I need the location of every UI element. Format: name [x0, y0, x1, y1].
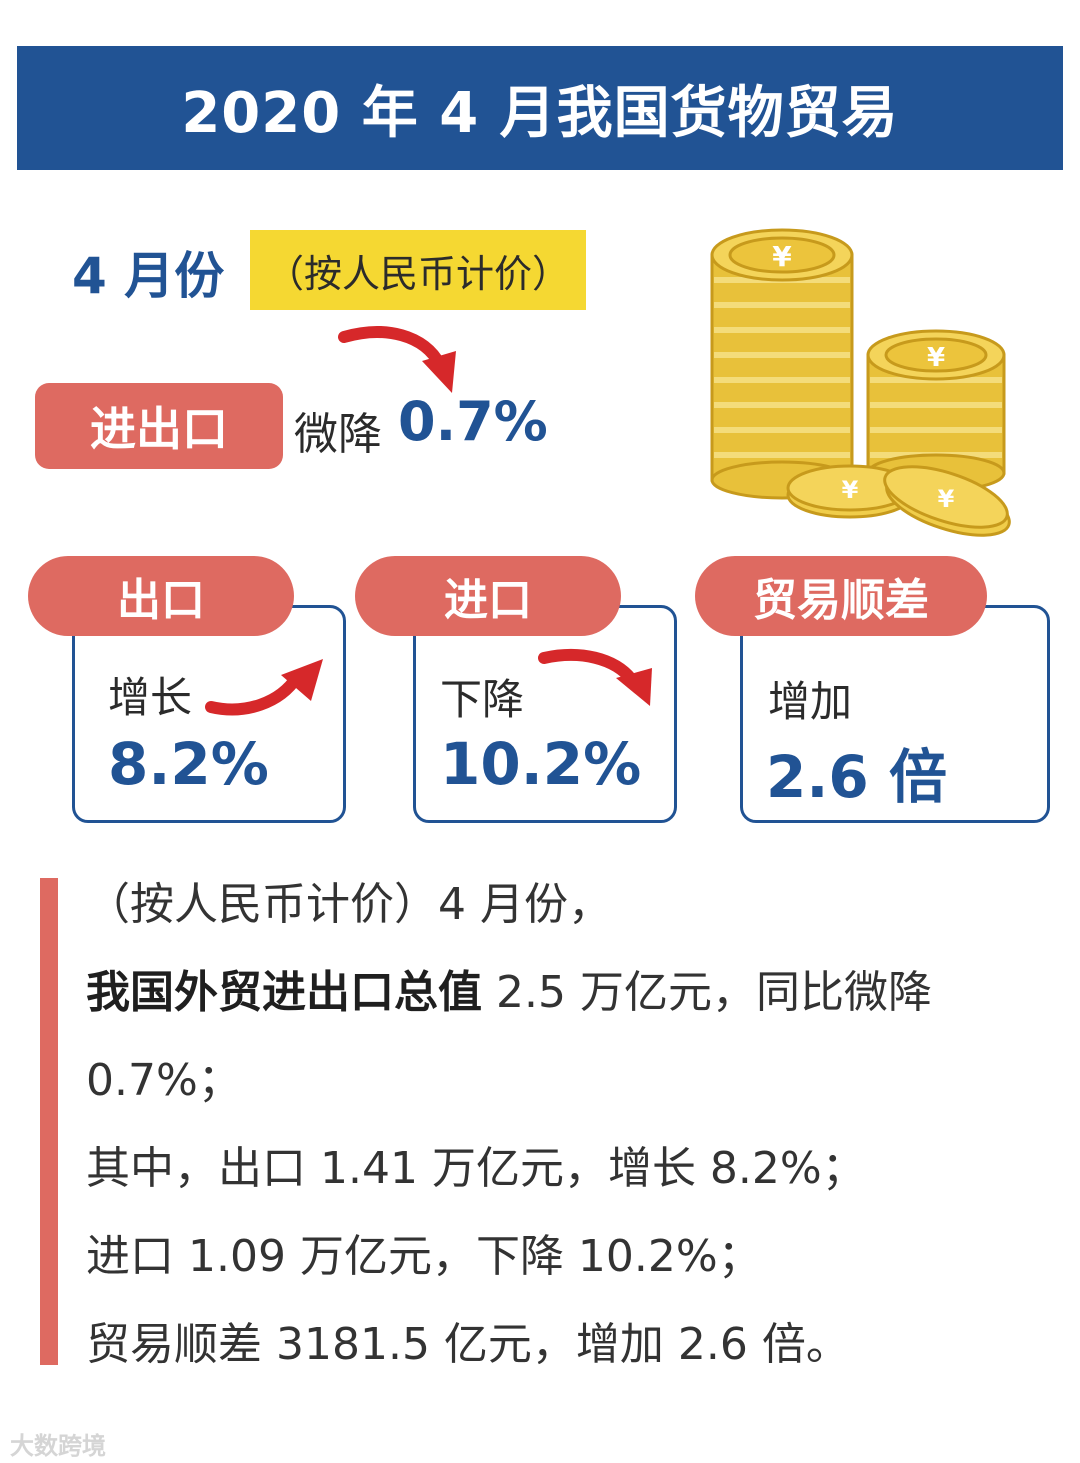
pricing-note: （按人民币计价） [250, 230, 586, 310]
svg-text:¥: ¥ [927, 343, 945, 373]
summary-line: 我国外贸进出口总值 2.5 万亿元，同比微降 [86, 963, 1056, 1051]
export-card-value: 8.2% [108, 730, 269, 798]
summary-text: （按人民币计价）4 月份， 我国外贸进出口总值 2.5 万亿元，同比微降 0.7… [86, 875, 1056, 1403]
quote-bar [40, 878, 58, 1365]
surplus-card [740, 605, 1050, 823]
summary-line: 0.7%； [86, 1055, 242, 1106]
coin-stack-icon: ¥ ¥ ¥ ¥ [710, 228, 1011, 537]
summary-line: 其中，出口 1.41 万亿元，增长 8.2%； [86, 1143, 866, 1194]
surplus-card-verb: 增加 [768, 677, 853, 726]
arrow-up-icon [205, 659, 323, 716]
surplus-card-value: 2.6 倍 [766, 743, 947, 811]
export-card-verb: 增长 [108, 673, 193, 722]
import-card-label: 进口 [355, 556, 621, 636]
summary-span: 2.5 万亿元，同比微降 [482, 967, 932, 1018]
export-card-label: 出口 [28, 556, 294, 636]
summary-line: 贸易顺差 3181.5 亿元，增加 2.6 倍。 [86, 1319, 850, 1370]
import-card-verb: 下降 [440, 675, 525, 724]
total-trade-verb: 微降 [294, 409, 382, 460]
summary-line: （按人民币计价）4 月份， [86, 879, 612, 930]
arrow-down-icon [538, 648, 652, 706]
month-label: 4 月份 [72, 247, 225, 305]
total-trade-value: 0.7% [398, 390, 548, 453]
surplus-card-label: 贸易顺差 [695, 556, 987, 636]
svg-text:¥: ¥ [842, 476, 859, 504]
svg-text:¥: ¥ [938, 485, 955, 513]
arrow-down-icon [338, 326, 456, 393]
summary-line: 进口 1.09 万亿元，下降 10.2%； [86, 1231, 762, 1282]
watermark: 大数跨境 [10, 1432, 106, 1460]
import-card [413, 605, 677, 823]
export-card [72, 605, 346, 823]
import-card-value: 10.2% [440, 730, 642, 798]
summary-bold: 我国外贸进出口总值 [86, 967, 482, 1018]
total-trade-label: 进出口 [35, 383, 283, 469]
svg-text:¥: ¥ [772, 240, 792, 273]
page-title: 2020 年 4 月我国货物贸易 [17, 46, 1063, 170]
